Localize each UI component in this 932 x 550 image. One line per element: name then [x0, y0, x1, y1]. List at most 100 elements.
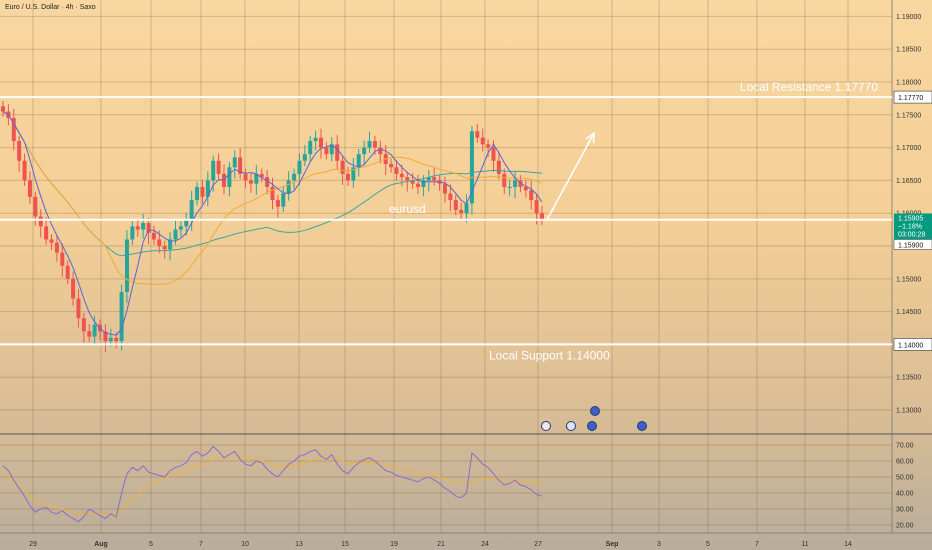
candle [146, 223, 151, 233]
candle [507, 186, 512, 188]
eurusd-label: eurusd [389, 202, 426, 216]
y-tick-label: 1.15000 [896, 276, 921, 283]
candle [135, 226, 140, 230]
candle [227, 167, 232, 187]
candle [496, 160, 501, 174]
candle [432, 177, 437, 181]
candle [130, 226, 135, 240]
candle [54, 242, 59, 253]
projection-arrow-line[interactable] [546, 132, 595, 221]
event-marker-icon[interactable] [637, 421, 647, 431]
candle [216, 160, 221, 174]
support-axis-text: 1.14000 [898, 342, 923, 349]
candle [151, 232, 156, 240]
candle [345, 173, 350, 181]
support-label: Local Support 1.14000 [489, 348, 610, 362]
symbol-title: Euro / U.S. Dollar · 4h · Saxo [5, 4, 96, 11]
rsi-y-tick-label: 50.00 [896, 475, 914, 482]
candle [529, 190, 534, 201]
candle [405, 177, 410, 181]
rsi-y-tick-label: 40.00 [896, 491, 914, 498]
x-tick-label: 14 [844, 541, 852, 548]
rsi-y-tick-label: 20.00 [896, 523, 914, 530]
candle [254, 173, 259, 184]
candle [319, 137, 324, 148]
rsi-ma-line [2, 455, 542, 516]
resistance-axis-text: 1.17770 [898, 95, 923, 102]
candle [33, 196, 38, 217]
event-marker-icon[interactable] [541, 421, 551, 431]
candle [410, 180, 415, 184]
candle [124, 239, 129, 292]
candle [221, 173, 226, 187]
price-badge-change: −1.18% [898, 223, 922, 230]
candle [87, 331, 92, 337]
x-tick-label: Sep [606, 541, 619, 548]
candle [49, 239, 54, 243]
candle [265, 177, 270, 187]
candle [184, 219, 189, 227]
x-tick-label: 13 [295, 541, 303, 548]
resistance-axis-tag [893, 90, 932, 104]
candle [453, 200, 458, 210]
y-tick-label: 1.13500 [896, 375, 921, 382]
candle [464, 203, 469, 214]
event-marker-icon[interactable] [587, 421, 597, 431]
rsi-y-tick-label: 70.00 [896, 443, 914, 450]
candle [426, 177, 431, 181]
price-badge-countdown: 03:00:28 [898, 231, 925, 238]
rsi-line [2, 445, 543, 523]
ma-mid-line [2, 111, 543, 285]
candle [17, 141, 22, 161]
candle [11, 118, 16, 142]
candle [302, 154, 307, 161]
candle [178, 226, 183, 230]
candle [313, 137, 318, 142]
x-tick-label: Aug [94, 541, 108, 548]
candle [38, 216, 43, 227]
candle [421, 180, 426, 187]
y-tick-label: 1.19000 [896, 14, 921, 21]
candle [27, 180, 32, 197]
candle [540, 213, 544, 220]
candle [189, 200, 194, 220]
candle [168, 239, 173, 250]
candle [65, 265, 70, 279]
candle [372, 141, 377, 148]
candle [248, 180, 253, 184]
candle [362, 147, 367, 155]
y-tick-label: 1.18500 [896, 47, 921, 54]
candle [238, 157, 243, 174]
x-tick-label: 19 [390, 541, 398, 548]
x-tick-label: 27 [534, 541, 542, 548]
event-marker-icon[interactable] [566, 421, 576, 431]
price-badge [894, 213, 932, 240]
x-tick-label: 29 [29, 541, 37, 548]
projection-arrow-head [585, 131, 595, 144]
candle [60, 252, 65, 266]
candle [335, 144, 340, 161]
candle [394, 167, 399, 174]
x-tick-label: 21 [437, 541, 445, 548]
candle [389, 164, 394, 168]
candle [243, 173, 248, 181]
candle [211, 160, 216, 181]
y-tick-label: 1.17000 [896, 145, 921, 152]
candle [329, 144, 334, 155]
y-tick-label: 1.14500 [896, 309, 921, 316]
candle [103, 331, 108, 342]
candle [502, 173, 507, 187]
candle [71, 278, 76, 299]
candle [534, 200, 539, 214]
candle [518, 180, 523, 187]
ma-fast-line [2, 111, 543, 336]
candle [297, 160, 302, 174]
candle [442, 183, 447, 194]
event-marker-icon[interactable] [590, 406, 600, 416]
candle [22, 160, 27, 181]
x-tick-label: 5 [149, 541, 153, 548]
x-tick-label: 10 [241, 541, 249, 548]
candle [259, 173, 264, 178]
x-tick-label: 3 [657, 541, 661, 548]
